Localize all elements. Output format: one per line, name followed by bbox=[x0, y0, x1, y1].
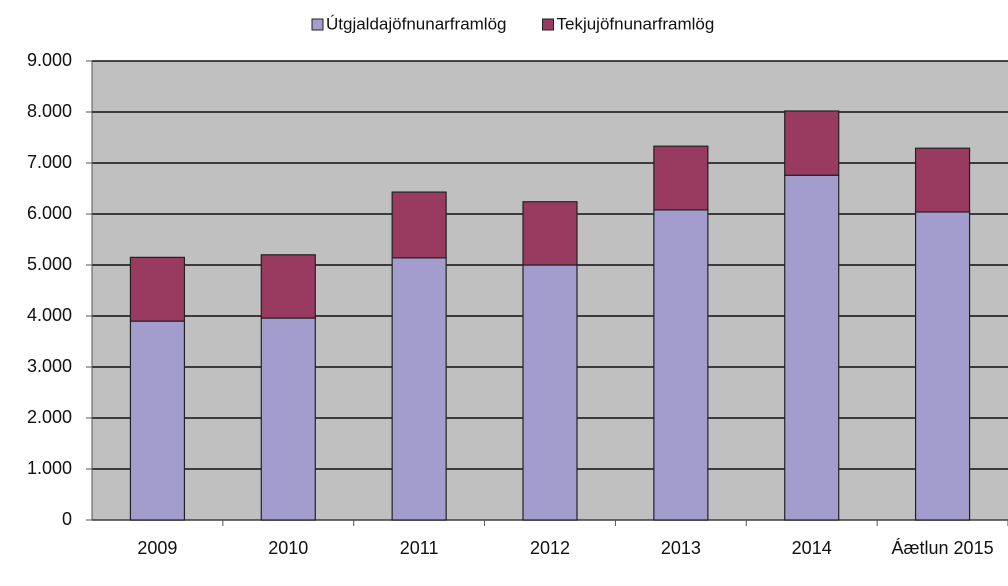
bar bbox=[522, 264, 578, 521]
x-tick-label: 2013 bbox=[660, 538, 701, 558]
y-tick-label: 4.000 bbox=[27, 305, 72, 325]
legend-label: Útgjaldajöfnunarframlög bbox=[326, 14, 507, 33]
legend-item: Tekjujöfnunarframlög bbox=[542, 14, 715, 33]
legend-item: Útgjaldajöfnunarframlög bbox=[311, 14, 507, 33]
bar bbox=[260, 254, 316, 319]
y-tick-label: 7.000 bbox=[27, 152, 72, 172]
bar bbox=[784, 110, 840, 176]
y-tick-label: 3.000 bbox=[27, 356, 72, 376]
bar bbox=[784, 174, 840, 521]
bar bbox=[391, 257, 447, 521]
x-tick-label: 2010 bbox=[268, 538, 309, 558]
bar bbox=[653, 145, 709, 211]
y-tick-label: 9.000 bbox=[27, 50, 72, 70]
x-tick-label: 2012 bbox=[529, 538, 571, 558]
legend-label: Tekjujöfnunarframlög bbox=[557, 14, 715, 33]
legend-swatch bbox=[311, 18, 324, 31]
x-tick-label: 2009 bbox=[137, 538, 178, 558]
bar bbox=[129, 256, 186, 322]
bar bbox=[522, 201, 578, 266]
y-tick-label: 0 bbox=[62, 509, 72, 529]
x-tick-label: Áætlun 2015 bbox=[891, 538, 994, 558]
x-tick-label: 2011 bbox=[399, 538, 439, 558]
y-tick-label: 5.000 bbox=[27, 254, 72, 274]
bar bbox=[260, 317, 316, 521]
y-tick-label: 8.000 bbox=[27, 101, 72, 121]
x-tick-label: 2014 bbox=[791, 538, 832, 558]
bar bbox=[391, 191, 447, 259]
legend-swatch bbox=[542, 18, 554, 31]
bar bbox=[653, 209, 709, 521]
y-tick-label: 2.000 bbox=[27, 407, 72, 427]
y-tick-label: 1.000 bbox=[27, 458, 72, 478]
bar bbox=[914, 147, 971, 213]
bar bbox=[914, 211, 971, 521]
y-tick-label: 6.000 bbox=[27, 203, 72, 223]
bar bbox=[129, 320, 186, 521]
